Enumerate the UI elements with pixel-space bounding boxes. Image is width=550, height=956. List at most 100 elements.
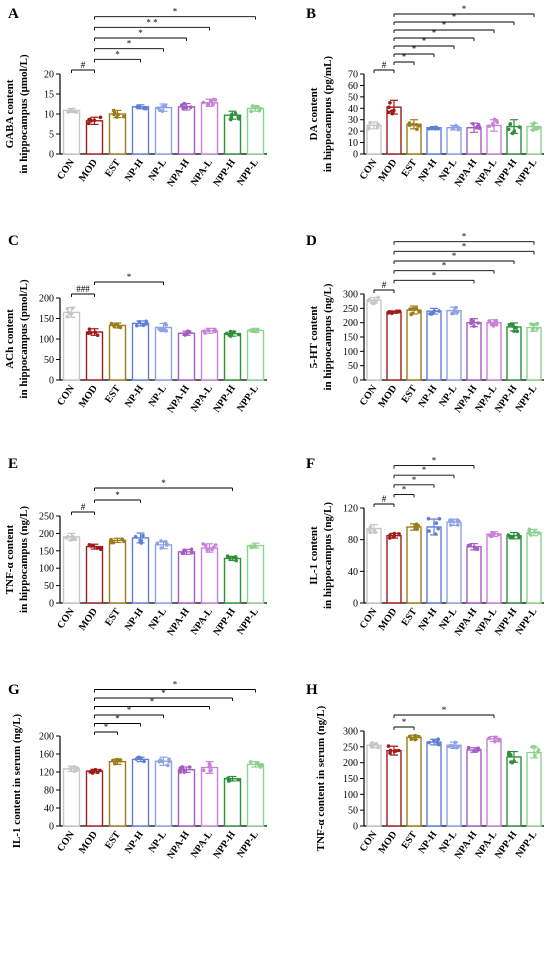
data-point xyxy=(155,541,160,545)
bar-NP-L xyxy=(154,326,173,381)
data-point xyxy=(93,330,97,335)
panel-label: F xyxy=(306,456,315,472)
data-point xyxy=(143,106,148,110)
x-tick-label: NPP-L xyxy=(514,383,540,414)
data-point xyxy=(205,547,209,552)
x-tick-label: EST xyxy=(103,606,123,628)
bar-NPA-H xyxy=(466,546,482,604)
bar-NP-H xyxy=(131,537,150,604)
data-point xyxy=(409,737,414,741)
x-tick-label: NP-H xyxy=(416,829,439,856)
panel-A: A 0 5 10 15 20 GABA content in hippocampus (μmo… xyxy=(4,6,267,189)
data-point xyxy=(466,543,471,548)
data-point xyxy=(469,321,473,326)
significance-label: # xyxy=(382,280,387,290)
data-point xyxy=(139,541,144,545)
bar-NP-H xyxy=(426,127,442,155)
data-point xyxy=(212,329,216,333)
data-point xyxy=(228,117,233,122)
panel-label: C xyxy=(8,233,19,249)
y-tick-label: 200 xyxy=(39,294,54,305)
bar-NP-L xyxy=(446,127,462,155)
data-point xyxy=(157,759,162,764)
bar-CON xyxy=(366,299,382,381)
bar-EST xyxy=(406,309,422,381)
y-axis-label: ACh content xyxy=(4,309,16,369)
x-tick-label: NP-H xyxy=(416,157,439,184)
data-point xyxy=(368,525,373,529)
data-point xyxy=(493,735,498,740)
data-point xyxy=(472,749,476,754)
y-tick-label: 150 xyxy=(39,314,54,325)
significance-label: * xyxy=(412,44,417,54)
x-tick-label: MOD xyxy=(77,383,100,409)
data-point xyxy=(512,129,517,133)
data-point xyxy=(407,123,412,128)
x-tick-label: CON xyxy=(55,157,77,182)
data-point xyxy=(388,748,393,753)
x-tick-label: NP-H xyxy=(416,383,439,410)
data-point xyxy=(448,518,452,522)
x-tick-label: MOD xyxy=(77,157,100,183)
x-tick-label: NPP-L xyxy=(514,829,540,860)
data-point xyxy=(112,324,116,329)
y-tick-label: 10 xyxy=(348,138,358,149)
data-point xyxy=(73,109,77,114)
x-tick-label: NPP-H xyxy=(211,829,238,861)
significance-label: * xyxy=(173,680,178,690)
x-tick-label: CON xyxy=(55,383,77,408)
data-point xyxy=(475,746,479,751)
data-point xyxy=(456,127,461,132)
significance-label: * xyxy=(138,28,143,38)
x-tick-label: MOD xyxy=(77,606,100,632)
data-point xyxy=(376,295,380,300)
bar-MOD xyxy=(386,749,402,827)
data-point xyxy=(122,539,126,544)
panel-label: D xyxy=(306,233,317,249)
x-tick-label: CON xyxy=(55,829,77,854)
data-point xyxy=(159,546,164,550)
data-point xyxy=(66,310,71,315)
data-point xyxy=(185,331,189,335)
data-point xyxy=(109,540,114,545)
data-point xyxy=(255,328,260,332)
data-point xyxy=(417,734,421,739)
data-point xyxy=(427,740,431,745)
bar-NPA-H xyxy=(466,321,482,381)
data-point xyxy=(528,533,533,537)
significance-label: * * xyxy=(146,17,158,27)
y-tick-label: 15 xyxy=(44,90,54,101)
data-point xyxy=(256,105,260,109)
data-point xyxy=(201,768,206,773)
data-point xyxy=(387,309,391,314)
data-point xyxy=(386,110,391,115)
bar-NPA-L xyxy=(486,321,502,381)
significance-label: * xyxy=(412,475,417,485)
bar-CON xyxy=(62,768,81,827)
data-point xyxy=(533,753,537,758)
data-point xyxy=(137,755,142,760)
y-tick-label: 100 xyxy=(39,335,54,346)
data-point xyxy=(392,535,396,539)
data-point xyxy=(490,530,495,535)
significance-label: * xyxy=(432,270,437,280)
data-point xyxy=(389,109,394,114)
data-point xyxy=(413,733,417,738)
bar-NP-H xyxy=(426,310,442,381)
data-point xyxy=(226,777,231,781)
y-tick-label: 300 xyxy=(343,290,358,301)
y-tick-label: 20 xyxy=(44,70,54,81)
y-tick-label: 120 xyxy=(39,768,54,779)
significance-label: * xyxy=(422,465,427,475)
y-tick-label: 80 xyxy=(348,535,358,546)
bar-NP-H xyxy=(426,741,442,827)
data-point xyxy=(511,534,515,539)
y-tick-label: 200 xyxy=(39,529,54,540)
data-point xyxy=(436,126,441,131)
data-point xyxy=(232,330,236,334)
data-point xyxy=(201,542,205,546)
data-point xyxy=(160,759,165,764)
data-point xyxy=(435,741,440,745)
data-point xyxy=(387,536,392,540)
data-point xyxy=(141,533,145,538)
